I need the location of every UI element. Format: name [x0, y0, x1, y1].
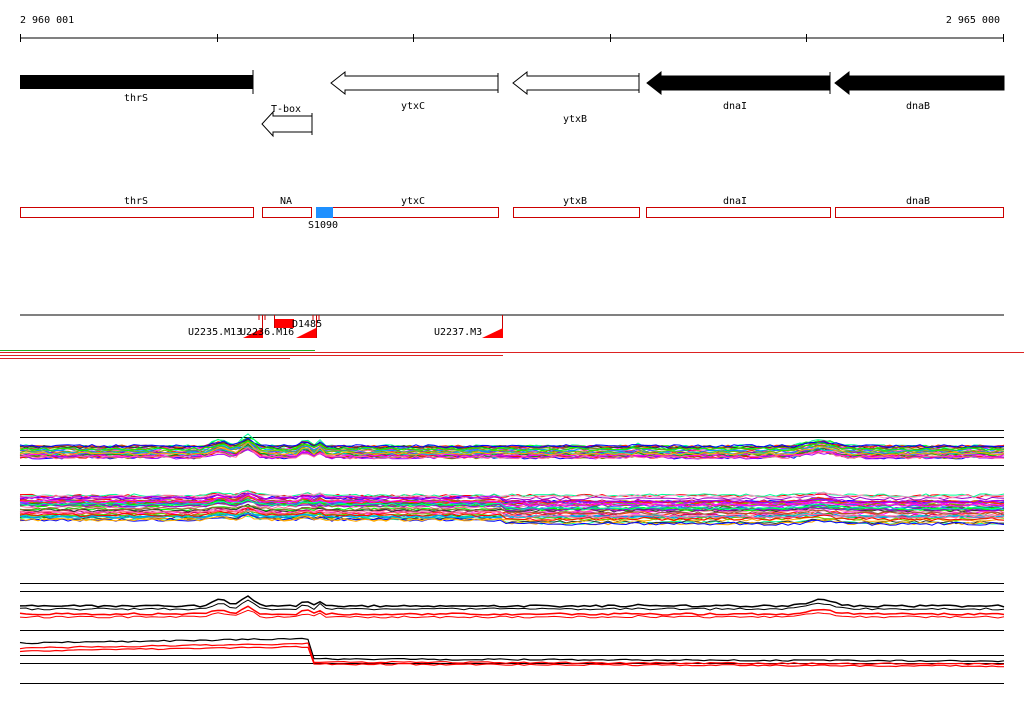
transcript-thrS[interactable]: thrS [20, 196, 254, 218]
expression-profile-line [19, 446, 1005, 460]
transcript-label: dnaI [723, 196, 747, 207]
expression-profile-line [19, 509, 1005, 519]
separator-lines [0, 350, 1024, 359]
summary-profile-line [19, 642, 1005, 666]
gene-label: thrS [124, 93, 148, 104]
segment-S1090[interactable]: S1090 [308, 207, 338, 231]
gene-dnaI-arrow[interactable] [646, 70, 831, 96]
expression-profile-line [19, 506, 1005, 522]
downshift-marker[interactable] [274, 319, 294, 328]
gene-T-box[interactable]: T-box [261, 104, 313, 138]
expression-profile-line [19, 437, 1005, 449]
expression-profile-line [19, 505, 1005, 516]
gene-ytxB[interactable]: ytxB [512, 70, 640, 125]
transcript-label: NA [280, 196, 292, 207]
transcript-dnaB[interactable]: dnaB [835, 196, 1004, 218]
upshift-U2236-M16[interactable]: U2236.M16 [240, 315, 320, 338]
summary-profile-line [19, 605, 1005, 616]
transcript-ytxB[interactable]: ytxB [513, 196, 640, 218]
transcript-label: dnaB [906, 196, 930, 207]
transcript-dnaI[interactable]: dnaI [646, 196, 831, 218]
ruler-start-label: 2 960 001 [20, 15, 74, 26]
expression-profile-line [19, 447, 1005, 458]
summary-profile-line [19, 599, 1005, 611]
expression-profile-line [19, 494, 1005, 508]
expression-profile-line [19, 491, 1005, 499]
expression-profile-line [19, 498, 1005, 511]
gene-dnaB-arrow[interactable] [834, 70, 1005, 96]
shift-track: U2235.M13 D1485 U2236.M16 U2237.M3 [20, 314, 1004, 338]
gene-dnaB[interactable]: dnaB [834, 70, 1005, 112]
gene-ytxC[interactable]: ytxC [330, 70, 499, 112]
transcript-label: thrS [124, 196, 148, 207]
gene-label: ytxB [563, 114, 587, 125]
expression-profile-line [19, 513, 1005, 526]
gene-T-box-arrow[interactable] [261, 110, 313, 138]
expression-profile-line [19, 440, 1005, 452]
gene-thrS-bar[interactable] [20, 75, 253, 89]
upshift-U2237-M3[interactable]: U2237.M3 [434, 315, 503, 338]
transcript-NA[interactable]: NA [262, 196, 312, 218]
expression-profile-line [19, 443, 1005, 456]
expression-profiles-multicolor [19, 433, 1005, 526]
gene-track: thrS T-box ytxC ytxB dnaI dnaB [20, 70, 1005, 138]
segment-label: S1090 [308, 220, 338, 231]
downshift-D1485[interactable]: D1485 [274, 315, 322, 330]
downshift-label: D1485 [292, 319, 322, 330]
gene-label: dnaB [906, 101, 930, 112]
summary-profile-line [19, 645, 1004, 668]
summary-profile-line [19, 595, 1005, 608]
summary-profile-line [19, 609, 1005, 619]
upshift-label: U2235.M13 [188, 327, 242, 338]
expression-profile-line [19, 441, 1005, 456]
gene-label: ytxC [401, 101, 425, 112]
expression-profiles-summary [19, 595, 1005, 668]
ruler-ticks [20, 34, 1004, 42]
ruler-end-label: 2 965 000 [946, 15, 1000, 26]
transcript-label: ytxC [401, 196, 425, 207]
expression-profile-line [19, 513, 1005, 526]
transcript-track: thrS NA ytxC ytxB dnaI dnaB S1090 [20, 196, 1004, 231]
summary-profile-line [19, 637, 1005, 663]
gene-ytxB-arrow[interactable] [512, 70, 640, 96]
transcript-label: ytxB [563, 196, 587, 207]
upshift-U2235-M13[interactable]: U2235.M13 [188, 315, 266, 338]
gene-dnaI[interactable]: dnaI [646, 70, 831, 112]
gene-label: dnaI [723, 101, 747, 112]
expression-profile-line [19, 492, 1005, 504]
upshift-label: U2236.M16 [240, 327, 294, 338]
upshift-label: U2237.M3 [434, 327, 482, 338]
gene-ytxC-arrow[interactable] [330, 70, 499, 96]
expression-profile-line [19, 500, 1005, 512]
gene-thrS[interactable]: thrS [20, 70, 254, 104]
expression-panel-all-conditions [19, 430, 1005, 531]
gene-label: T-box [271, 104, 301, 115]
transcript-ytxC[interactable]: ytxC [316, 196, 499, 218]
expression-panel-summary [19, 583, 1005, 684]
position-ruler: 2 960 001 2 965 000 [20, 15, 1004, 42]
segment-marker[interactable] [316, 207, 333, 218]
